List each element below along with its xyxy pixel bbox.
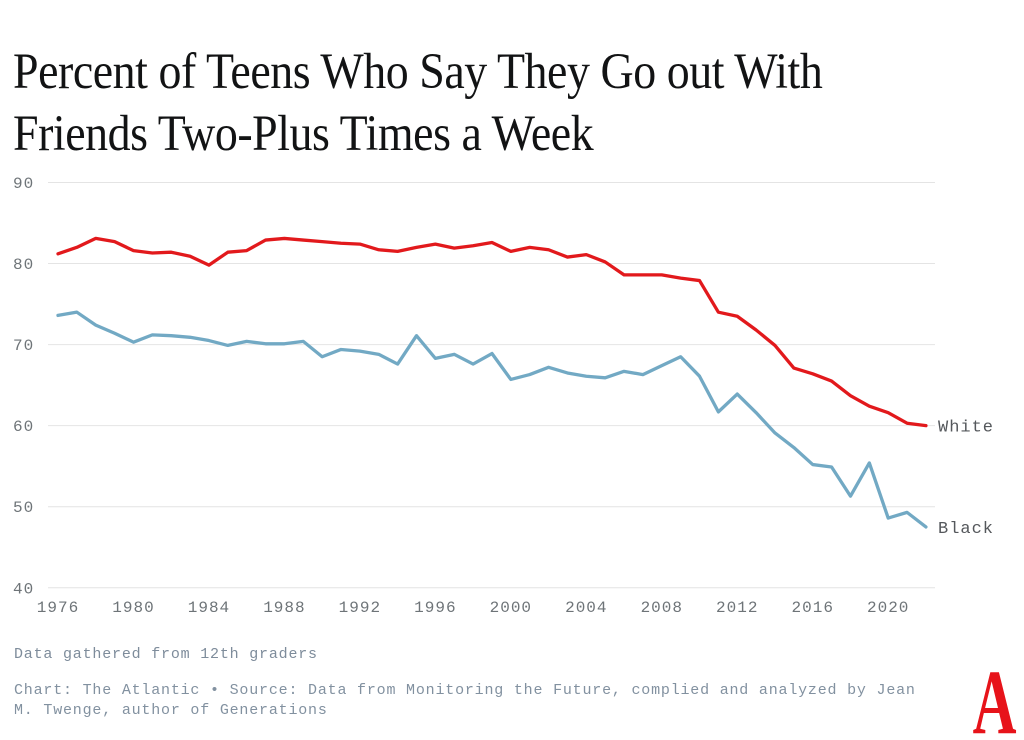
y-tick-label-70: 70	[13, 337, 34, 355]
x-tick-label-1976: 1976	[37, 599, 79, 617]
x-tick-label-1992: 1992	[339, 599, 381, 617]
y-tick-label-90: 90	[13, 175, 34, 193]
chart-source-credit: Chart: The Atlantic • Source: Data from …	[14, 681, 959, 721]
source-line-2: M. Twenge, author of Generations	[14, 702, 328, 719]
x-tick-label-2016: 2016	[792, 599, 834, 617]
x-tick-label-1988: 1988	[263, 599, 305, 617]
x-tick-label-2020: 2020	[867, 599, 909, 617]
x-tick-label-1984: 1984	[188, 599, 230, 617]
x-tick-label-2000: 2000	[490, 599, 532, 617]
chart-footnote: Data gathered from 12th graders	[14, 646, 318, 663]
x-tick-label-2008: 2008	[641, 599, 683, 617]
series-end-label-black: Black	[938, 520, 994, 539]
x-tick-label-2004: 2004	[565, 599, 607, 617]
chart-title: Percent of Teens Who Say They Go out Wit…	[13, 44, 823, 162]
series-line-black	[56, 310, 928, 529]
y-tick-label-60: 60	[13, 418, 34, 436]
series-line-white	[56, 236, 928, 428]
x-tick-label-1996: 1996	[414, 599, 456, 617]
y-tick-label-80: 80	[13, 256, 34, 274]
x-tick-label-1980: 1980	[112, 599, 154, 617]
source-line-1: Chart: The Atlantic • Source: Data from …	[14, 682, 916, 699]
y-tick-label-50: 50	[13, 499, 34, 517]
y-tick-label-40: 40	[13, 580, 34, 598]
series-end-label-white: White	[938, 419, 994, 438]
x-tick-label-2012: 2012	[716, 599, 758, 617]
atlantic-logo: A	[972, 651, 1016, 740]
